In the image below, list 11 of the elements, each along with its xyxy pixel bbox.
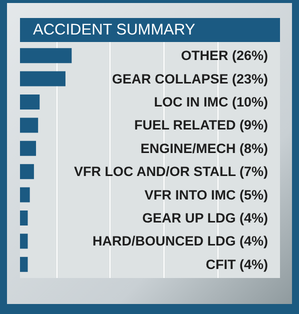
y-tick-label: OTHER (26%) <box>180 48 268 64</box>
y-tick-label: FUEL RELATED (9%) <box>134 118 268 133</box>
y-tick-label: VFR LOC AND/OR STALL (7%) <box>74 164 268 180</box>
y-tick-label: CFIT (4%) <box>206 256 268 272</box>
y-tick-label: HARD/BOUNCED LDG (4%) <box>92 234 268 249</box>
y-tick-label: ENGINE/MECH (8%) <box>140 140 268 156</box>
y-tick-label: LOC IN IMC (10%) <box>154 94 268 110</box>
text: ACCIDENT SUMMARY <box>33 22 196 38</box>
y-tick-label: GEAR UP LDG (4%) <box>142 210 268 226</box>
y-tick-label: VFR INTO IMC (5%) <box>144 187 268 202</box>
y-tick-label: GEAR COLLAPSE (23%) <box>112 71 268 86</box>
